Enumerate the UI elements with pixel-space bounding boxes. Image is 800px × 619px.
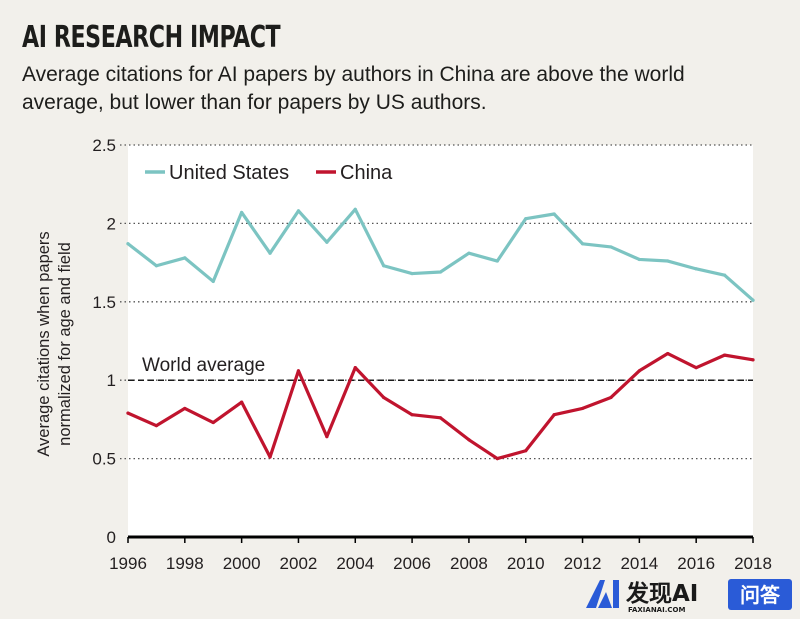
x-tick-label: 2008 [450, 554, 488, 573]
data-point [580, 406, 585, 411]
watermark-tag-badge [728, 579, 792, 610]
data-point [694, 366, 698, 370]
watermark-logo-icon [586, 580, 605, 608]
data-point [296, 369, 301, 373]
data-point [183, 256, 187, 260]
data-point [240, 400, 244, 404]
world-average-label: World average [142, 355, 265, 376]
x-tick-label: 2012 [564, 554, 602, 573]
y-tick-label: 0 [107, 528, 116, 547]
data-point [438, 270, 443, 274]
data-point [410, 413, 414, 417]
x-tick-label: 2016 [677, 554, 715, 573]
data-point [609, 395, 613, 400]
data-point [495, 259, 499, 263]
x-tick-label: 2006 [393, 554, 431, 573]
data-point [666, 259, 670, 263]
chart-title: AI RESEARCH IMPACT [22, 20, 281, 55]
data-point [382, 264, 386, 268]
data-point [722, 353, 727, 357]
data-point [296, 209, 301, 213]
data-point [609, 245, 613, 249]
data-point [183, 406, 187, 411]
series-lines [126, 207, 755, 461]
watermark-logo-icon-part [598, 592, 612, 608]
data-point [325, 240, 329, 244]
watermark-tag: 问答 [740, 583, 781, 607]
watermark-logo-bar [613, 580, 619, 608]
plot-area [128, 145, 753, 537]
data-point [694, 267, 698, 271]
data-point [467, 438, 471, 442]
watermark: 发现AI FAXIANAI.COM 问答 [586, 579, 792, 614]
y-axis-title: Average citations when papers normalized … [35, 231, 74, 456]
data-point [353, 207, 357, 211]
data-point [325, 435, 329, 439]
x-axis-ticks: 1996 1998 2000 2002 2004 2006 2008 2010 2012 2014… [109, 537, 772, 573]
data-point [382, 395, 386, 400]
x-tick-label: 2002 [280, 554, 318, 573]
watermark-domain: FAXIANAI.COM [628, 606, 685, 614]
data-point [410, 271, 414, 276]
data-point [154, 264, 159, 268]
x-tick-label: 1998 [166, 554, 204, 573]
x-tick-label: 2004 [336, 554, 374, 573]
y-axis-title-line: Average citations when papers [35, 231, 53, 456]
data-point [751, 358, 755, 362]
y-tick-label: 1 [107, 371, 116, 390]
data-point [268, 455, 272, 459]
legend-label: China [340, 162, 393, 184]
x-tick-label: 2000 [223, 554, 261, 573]
reference-lines: World average [128, 355, 753, 381]
x-tick-label: 1996 [109, 554, 147, 573]
data-point [552, 212, 556, 216]
data-point [353, 366, 357, 370]
data-point [240, 210, 244, 215]
gridlines [120, 144, 753, 539]
legend-label: United States [169, 162, 289, 184]
y-tick-label: 2 [107, 214, 116, 233]
data-point [211, 279, 215, 284]
data-point [722, 273, 727, 277]
y-axis-label: Average citations when papers normalized … [35, 231, 74, 456]
data-point [580, 242, 585, 246]
data-point [524, 449, 528, 453]
data-point [552, 413, 556, 417]
y-axis-ticks: 0 0.5 1 1.5 2 2.5 [92, 136, 116, 547]
data-point [154, 424, 159, 428]
data-point [211, 420, 215, 425]
data-point [666, 351, 670, 356]
data-point [637, 257, 641, 262]
data-point [495, 457, 499, 461]
x-tick-label: 2014 [620, 554, 658, 573]
y-tick-label: 1.5 [92, 293, 116, 312]
y-tick-label: 0.5 [92, 450, 116, 469]
y-axis-title-line: normalized for age and field [56, 242, 74, 446]
data-point [751, 298, 755, 302]
data-point [467, 251, 471, 255]
data-point [637, 369, 641, 373]
watermark-brand: 发现AI [625, 580, 698, 607]
data-point [126, 242, 130, 246]
data-point [268, 251, 272, 255]
x-tick-label: 2018 [734, 554, 772, 573]
chart-subtitle: Average citations for AI papers by autho… [22, 63, 685, 114]
data-point [126, 411, 130, 415]
x-tick-label: 2010 [507, 554, 545, 573]
data-point [524, 217, 528, 221]
legend: United States China [145, 162, 393, 184]
y-tick-label: 2.5 [92, 136, 116, 155]
data-point [438, 416, 443, 420]
